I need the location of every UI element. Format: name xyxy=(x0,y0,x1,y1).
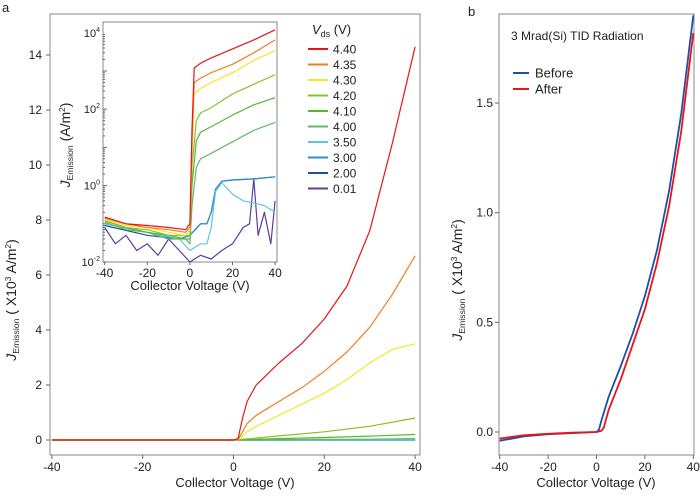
legend-title-unit: (V) xyxy=(330,22,351,37)
tick-base: 10 xyxy=(82,257,94,269)
x-tick-label-b: 20 xyxy=(638,460,652,474)
tick-exp: 4 xyxy=(96,27,100,34)
inset-x-tick-label: -20 xyxy=(139,266,157,280)
tick-base: 10 xyxy=(84,28,96,40)
y-label-sup: 3 xyxy=(3,276,13,281)
y-label-close: ) xyxy=(57,103,73,108)
y-label-sup: 3 xyxy=(449,256,459,261)
inset-y-tick-label: 104 xyxy=(84,27,100,40)
legend-label-4.10: 4.10 xyxy=(333,105,357,119)
x-tick-label: -40 xyxy=(43,460,61,474)
y-label-close: ) xyxy=(3,239,19,244)
inset-x-tick-label: -40 xyxy=(96,266,114,280)
legend-label-3.50: 3.50 xyxy=(333,136,357,150)
y-tick-label: 10 xyxy=(29,158,43,172)
legend-label-Before: Before xyxy=(535,66,573,81)
inset-series-line-4.40 xyxy=(104,29,276,231)
legend-title: Vds (V) xyxy=(312,22,351,39)
inset-x-tick-label: 40 xyxy=(268,266,282,280)
x-axis-label: Collector Voltage (V) xyxy=(175,475,294,490)
x-tick-label: 0 xyxy=(230,460,237,474)
y-axis-label: JEmission (A/m2) xyxy=(57,103,75,189)
y-label-symbol: J xyxy=(57,179,73,188)
legend-label-4.30: 4.30 xyxy=(333,74,357,88)
y-label-unit: (A/m xyxy=(57,112,73,145)
y-label-unit: ( X10 xyxy=(449,261,465,299)
y-tick-label-b: 1.5 xyxy=(476,96,493,110)
panel-b: -40 -20 0 20 40 0.0 0.5 1.0 1.5 Collector Voltage… xyxy=(449,13,700,490)
x-tick-label-b: -20 xyxy=(539,460,557,474)
inset-series-line-0.01 xyxy=(104,178,276,262)
legend-label-4.20: 4.20 xyxy=(333,89,357,103)
panel-b-label: b xyxy=(468,4,475,19)
y-label-subscript: Emission xyxy=(457,298,467,333)
plot-frame xyxy=(49,13,421,456)
y-tick-label-b: 1.0 xyxy=(476,206,493,220)
legend-label-3.00: 3.00 xyxy=(333,151,357,165)
series-line-4.40 xyxy=(51,46,416,441)
plot-frame-b xyxy=(498,13,695,456)
y-label-unit-rest: A/m xyxy=(449,229,465,257)
y-axis-label: JEmission ( X103 A/m2) xyxy=(3,239,21,362)
legend-title-symbol: V xyxy=(312,22,322,37)
legend-title-subscript: ds xyxy=(321,29,331,39)
x-tick-label: -20 xyxy=(134,460,152,474)
y-label-sup2: 2 xyxy=(3,244,13,249)
y-label-sup: 2 xyxy=(57,107,67,112)
y-label-symbol: J xyxy=(3,353,19,362)
inset-y-tick-label: 100 xyxy=(84,180,100,193)
inset-series xyxy=(104,29,276,262)
y-tick-label: 0 xyxy=(35,433,42,447)
y-tick-label-b: 0.5 xyxy=(476,315,493,329)
x-tick-label-b: -40 xyxy=(491,460,509,474)
x-axis-label-b: Collector Voltage (V) xyxy=(536,475,655,490)
tick-exp: 0 xyxy=(96,180,100,187)
y-tick-label: 8 xyxy=(35,213,42,227)
y-label-sup2: 2 xyxy=(449,224,459,229)
y-label-subscript: Emission xyxy=(65,145,75,180)
legend-label-0.01: 0.01 xyxy=(333,182,357,196)
y-tick-label: 4 xyxy=(35,323,42,337)
legend-label-After: After xyxy=(535,82,563,97)
y-tick-label-b: 0.0 xyxy=(476,425,493,439)
inset-x-tick-label: 0 xyxy=(187,266,194,280)
tick-exp: 2 xyxy=(96,103,100,110)
chart-title-b: 3 Mrad(Si) TID Radiation xyxy=(511,29,644,43)
y-tick-label: 14 xyxy=(29,48,43,62)
x-tick-label-b: 40 xyxy=(687,460,700,474)
series-line-4.35 xyxy=(51,255,416,441)
series-line-After xyxy=(499,32,695,440)
tick-base: 10 xyxy=(84,104,96,116)
panel-a-label: a xyxy=(2,0,10,15)
y-tick-label: 6 xyxy=(35,268,42,282)
y-label-close: ) xyxy=(449,219,465,224)
inset-x-axis-label: Collector Voltage (V) xyxy=(130,278,249,293)
x-tick-label: 20 xyxy=(318,460,332,474)
inset-series-line-3.50 xyxy=(104,182,276,252)
y-tick-label: 12 xyxy=(29,103,43,117)
inset-y-tick-label: 10-2 xyxy=(82,256,101,269)
y-axis-label: JEmission ( X103 A/m2) xyxy=(449,219,467,342)
tick-base: 10 xyxy=(84,181,96,193)
legend-label-4.40: 4.40 xyxy=(333,43,357,57)
tick-exp: -2 xyxy=(94,256,100,263)
legend-label-4.00: 4.00 xyxy=(333,120,357,134)
y-label-unit: ( X10 xyxy=(3,281,19,319)
y-label-unit-rest: A/m xyxy=(3,249,19,277)
legend-label-4.35: 4.35 xyxy=(333,58,357,72)
series-line-4.30 xyxy=(51,343,416,441)
x-tick-label: 40 xyxy=(408,460,422,474)
y-tick-label: 2 xyxy=(35,378,42,392)
y-label-symbol: J xyxy=(449,333,465,342)
legend-label-2.00: 2.00 xyxy=(333,167,357,181)
inset-y-tick-label: 102 xyxy=(84,103,100,116)
inset-x-tick-label: 20 xyxy=(226,266,240,280)
x-tick-label-b: 0 xyxy=(593,460,600,474)
y-label-subscript: Emission xyxy=(11,318,21,353)
